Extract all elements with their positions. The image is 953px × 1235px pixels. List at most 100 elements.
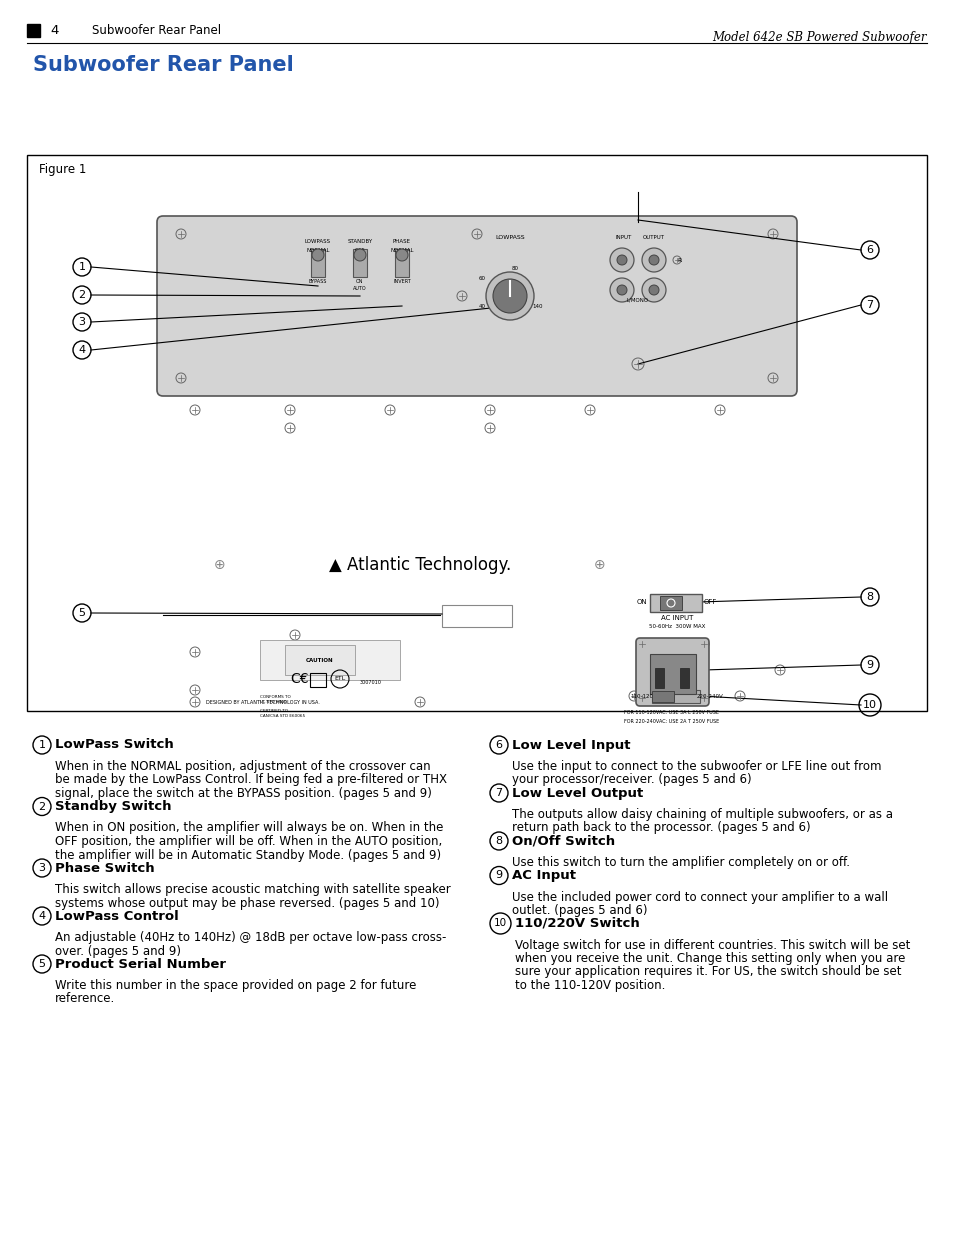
Text: CERTIFIED TO
CAN/CSA STD E60065: CERTIFIED TO CAN/CSA STD E60065 (260, 709, 305, 718)
Text: FOR 110-120VAC: USE 3A L 250V FUSE: FOR 110-120VAC: USE 3A L 250V FUSE (624, 710, 719, 715)
Circle shape (648, 254, 659, 266)
Text: the amplifier will be in Automatic Standby Mode. (pages 5 and 9): the amplifier will be in Automatic Stand… (55, 848, 440, 862)
Circle shape (493, 279, 526, 312)
Text: 8: 8 (495, 836, 502, 846)
Text: return path back to the processor. (pages 5 and 6): return path back to the processor. (page… (512, 821, 810, 835)
Text: OFF: OFF (355, 248, 365, 253)
Circle shape (648, 285, 659, 295)
Text: ⊕: ⊕ (594, 558, 605, 572)
Bar (655, 668, 663, 688)
Text: 6: 6 (495, 740, 502, 750)
Text: outlet. (pages 5 and 6): outlet. (pages 5 and 6) (512, 904, 647, 918)
Text: 80: 80 (511, 266, 518, 270)
Circle shape (609, 248, 634, 272)
Text: Voltage switch for use in different countries. This switch will be set: Voltage switch for use in different coun… (515, 939, 909, 951)
Bar (651, 692, 673, 701)
Bar (353, 249, 367, 277)
Bar (311, 249, 325, 277)
Text: An adjustable (40Hz to 140Hz) @ 18dB per octave low-pass cross-: An adjustable (40Hz to 140Hz) @ 18dB per… (55, 931, 446, 944)
Bar (651, 690, 700, 703)
Text: Phase Switch: Phase Switch (55, 862, 154, 874)
Text: Use this switch to turn the amplifier completely on or off.: Use this switch to turn the amplifier co… (512, 856, 849, 869)
Circle shape (354, 249, 366, 261)
Text: FOR 220-240VAC: USE 2A T 250V FUSE: FOR 220-240VAC: USE 2A T 250V FUSE (623, 719, 719, 724)
Text: 3: 3 (78, 317, 86, 327)
Text: Figure 1: Figure 1 (39, 163, 87, 177)
Text: Low Level Output: Low Level Output (512, 787, 642, 799)
Text: reference.: reference. (55, 993, 115, 1005)
Text: Standby Switch: Standby Switch (55, 800, 172, 813)
Text: to the 110-120V position.: to the 110-120V position. (515, 979, 664, 992)
Text: STANDBY: STANDBY (347, 240, 373, 245)
Text: 50-60Hz  300W MAX: 50-60Hz 300W MAX (648, 624, 704, 629)
Text: when you receive the unit. Change this setting only when you are: when you receive the unit. Change this s… (515, 952, 904, 965)
Bar (649, 655, 696, 694)
Circle shape (485, 272, 534, 320)
Text: 10: 10 (494, 919, 507, 929)
Text: 3007010: 3007010 (359, 680, 381, 685)
Text: R: R (677, 258, 680, 263)
Text: Use the input to connect to the subwoofer or LFE line out from: Use the input to connect to the subwoofe… (512, 760, 881, 773)
Text: PHASE: PHASE (393, 240, 411, 245)
Text: 3: 3 (38, 863, 46, 873)
Text: 4: 4 (50, 25, 58, 37)
Text: Product Serial Number: Product Serial Number (55, 957, 226, 971)
Bar (260, 640, 399, 680)
Text: ▲ Atlantic Technology.: ▲ Atlantic Technology. (329, 556, 511, 574)
Text: 6: 6 (865, 245, 873, 254)
Bar (649, 594, 701, 613)
Bar (27, 156, 926, 711)
Text: When in the NORMAL position, adjustment of the crossover can: When in the NORMAL position, adjustment … (55, 760, 430, 773)
Text: sure your application requires it. For US, the switch should be set: sure your application requires it. For U… (515, 966, 901, 978)
Circle shape (617, 254, 626, 266)
Text: 5: 5 (38, 960, 46, 969)
Text: NORMAL: NORMAL (390, 248, 414, 253)
Text: systems whose output may be phase reversed. (pages 5 and 10): systems whose output may be phase revers… (55, 897, 439, 909)
Circle shape (641, 248, 665, 272)
Text: AUTO: AUTO (353, 287, 366, 291)
Circle shape (312, 249, 324, 261)
Circle shape (617, 285, 626, 295)
Text: INPUT: INPUT (616, 235, 632, 240)
Text: When in ON position, the amplifier will always be on. When in the: When in ON position, the amplifier will … (55, 821, 443, 835)
Text: ETL: ETL (334, 677, 345, 682)
Text: INVERT: INVERT (393, 279, 411, 284)
Text: DESIGNED BY ATLANTIC TECHNOLOGY IN USA.: DESIGNED BY ATLANTIC TECHNOLOGY IN USA. (206, 699, 319, 704)
Text: 9: 9 (865, 659, 873, 671)
Text: 8: 8 (865, 592, 873, 601)
Text: NORMAL: NORMAL (306, 248, 330, 253)
Text: 220-240V: 220-240V (696, 694, 722, 699)
Circle shape (641, 278, 665, 303)
Text: AC Input: AC Input (512, 869, 576, 882)
Bar (27, 23, 40, 37)
Text: OFF position, the amplifier will be off. When in the AUTO position,: OFF position, the amplifier will be off.… (55, 835, 442, 848)
Text: 7: 7 (865, 300, 873, 310)
Bar (441, 605, 512, 627)
Text: signal, place the switch at the BYPASS position. (pages 5 and 9): signal, place the switch at the BYPASS p… (55, 787, 432, 800)
FancyBboxPatch shape (157, 216, 796, 396)
Text: ⊕: ⊕ (214, 558, 226, 572)
Text: On/Off Switch: On/Off Switch (512, 835, 615, 847)
Text: This switch allows precise acoustic matching with satellite speaker: This switch allows precise acoustic matc… (55, 883, 450, 897)
Text: 10: 10 (862, 700, 876, 710)
Text: Low Level Input: Low Level Input (512, 739, 630, 752)
Bar (310, 673, 326, 687)
Text: Write this number in the space provided on page 2 for future: Write this number in the space provided … (55, 979, 416, 992)
Text: CAUTION: CAUTION (306, 657, 334, 662)
Bar (679, 668, 688, 688)
Text: BYPASS: BYPASS (309, 279, 327, 284)
Text: 4: 4 (38, 911, 46, 921)
Text: LOWPASS: LOWPASS (495, 235, 524, 240)
Circle shape (395, 249, 408, 261)
Bar (659, 597, 681, 610)
Text: 4: 4 (78, 345, 86, 354)
Bar (285, 645, 355, 676)
Text: LOWPASS: LOWPASS (305, 240, 331, 245)
Text: 110-120V: 110-120V (630, 694, 657, 699)
Text: 9: 9 (495, 871, 502, 881)
Text: OFF: OFF (702, 599, 716, 605)
Text: 110/220V Switch: 110/220V Switch (515, 918, 639, 930)
Text: Use the included power cord to connect your amplifier to a wall: Use the included power cord to connect y… (512, 890, 887, 904)
Text: 2: 2 (38, 802, 46, 811)
Text: L/MONO: L/MONO (626, 296, 648, 303)
